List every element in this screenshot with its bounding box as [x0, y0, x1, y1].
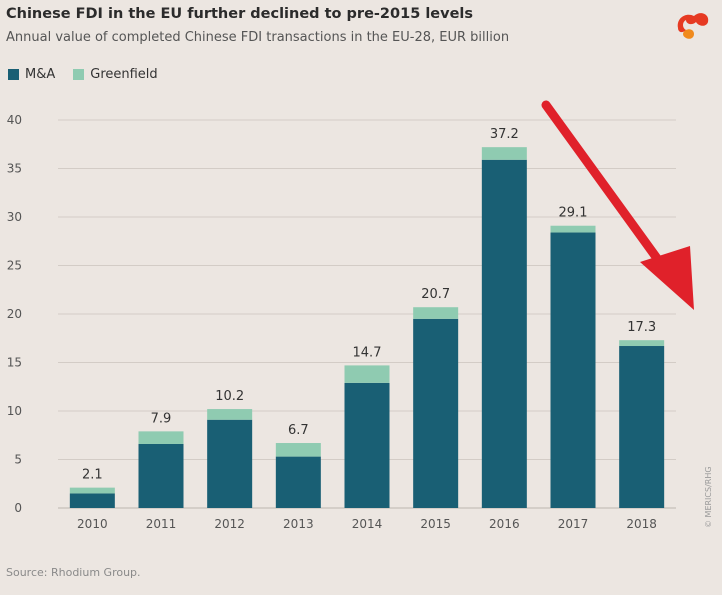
y-tick-label: 10	[7, 404, 22, 418]
x-tick-label: 2012	[214, 517, 245, 531]
bar-greenfield	[481, 147, 527, 160]
y-tick-label: 0	[14, 501, 22, 515]
legend-item-ma: M&A	[8, 67, 55, 82]
y-tick-label: 40	[7, 113, 22, 127]
data-label-total: 2.1	[82, 468, 103, 483]
arrow-shaft	[541, 100, 669, 273]
x-tick-label: 2013	[283, 517, 314, 531]
source-note: Source: Rhodium Group.	[6, 566, 141, 579]
x-tick-label: 2016	[489, 517, 520, 531]
bar-ma	[619, 346, 665, 508]
legend-swatch-ma	[8, 69, 19, 80]
legend-swatch-greenfield	[73, 69, 85, 80]
x-tick-label: 2010	[77, 517, 108, 531]
legend-label-ma: M&A	[25, 67, 56, 82]
y-tick-label: 20	[7, 307, 22, 321]
bar-greenfield	[69, 487, 115, 494]
data-label-total: 14.7	[353, 345, 382, 360]
legend-label-greenfield: Greenfield	[90, 67, 158, 82]
bar-greenfield	[275, 443, 321, 457]
bar-greenfield	[413, 307, 459, 319]
bar-greenfield	[550, 225, 596, 233]
x-tick-label: 2017	[558, 517, 589, 531]
legend: M&A Greenfield	[8, 67, 176, 82]
y-tick-label: 25	[7, 259, 22, 273]
chart-title: Chinese FDI in the EU further declined t…	[6, 6, 474, 22]
data-label-total: 7.9	[151, 411, 172, 426]
bar-ma	[138, 443, 184, 508]
x-tick-label: 2018	[626, 517, 657, 531]
y-tick-label: 35	[7, 162, 22, 176]
x-tick-label: 2014	[352, 517, 383, 531]
data-label-total: 17.3	[627, 320, 656, 335]
x-tick-label: 2015	[420, 517, 451, 531]
legend-item-greenfield: Greenfield	[73, 67, 158, 82]
bar-ma	[69, 493, 115, 508]
y-tick-label: 30	[7, 210, 22, 224]
bar-ma	[275, 456, 321, 508]
data-label-total: 10.2	[215, 389, 244, 404]
data-label-total: 20.7	[421, 287, 450, 302]
y-tick-label: 5	[14, 453, 22, 467]
x-tick-label: 2011	[146, 517, 177, 531]
logo-icon	[677, 13, 709, 39]
bar-ma	[207, 419, 253, 508]
data-label-total: 37.2	[490, 127, 519, 142]
bar-greenfield	[619, 340, 665, 347]
copyright-credit: © MERICS/RHG	[704, 466, 713, 528]
bar-ma	[481, 159, 527, 508]
arrow-head-icon	[640, 246, 694, 310]
data-label-total: 29.1	[559, 206, 588, 221]
bar-ma	[413, 318, 459, 508]
bar-ma	[344, 382, 390, 508]
bar-greenfield	[207, 409, 253, 420]
data-label-total: 6.7	[288, 423, 309, 438]
chart-subtitle: Annual value of completed Chinese FDI tr…	[6, 30, 510, 45]
y-tick-label: 15	[7, 356, 22, 370]
bar-greenfield	[138, 431, 184, 444]
bar-greenfield	[344, 365, 390, 383]
bar-ma	[550, 232, 596, 508]
